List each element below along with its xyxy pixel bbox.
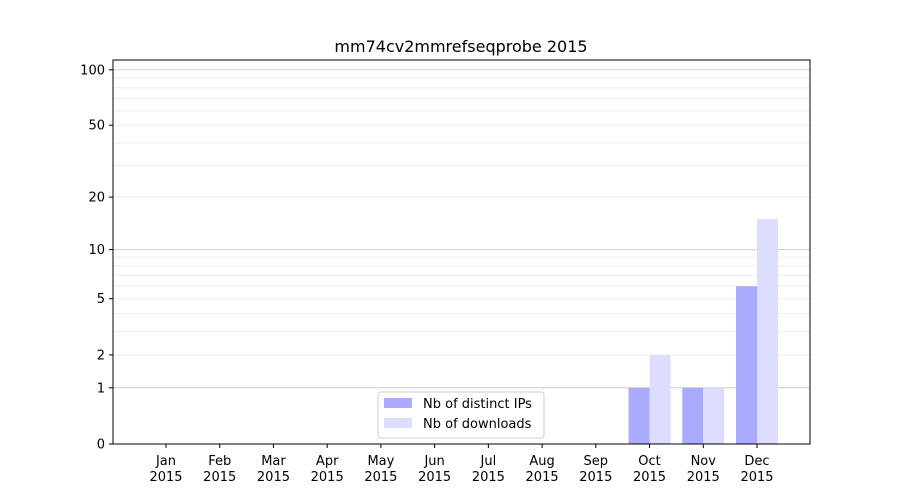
plot-frame xyxy=(112,59,811,445)
x-tick-label: Aug 2015 xyxy=(526,454,559,485)
x-tick-label: Feb 2015 xyxy=(203,454,236,485)
y-tick-label: 20 xyxy=(88,191,105,206)
y-tick-label: 5 xyxy=(97,292,105,307)
x-tick-label: Sep 2015 xyxy=(579,454,612,485)
x-tick-label: Jan 2015 xyxy=(149,454,182,485)
legend-label: Nb of distinct IPs xyxy=(423,397,532,412)
legend-swatch xyxy=(384,398,412,408)
bar-downloads xyxy=(703,387,725,444)
y-tick-label: 0 xyxy=(97,438,105,453)
bar-downloads xyxy=(757,219,778,444)
legend xyxy=(377,391,545,439)
bar-downloads xyxy=(649,354,671,444)
x-tick-label: Mar 2015 xyxy=(257,454,290,485)
y-tick-label: 10 xyxy=(88,243,105,258)
y-tick-label: 2 xyxy=(97,348,105,363)
x-tick-label: Apr 2015 xyxy=(311,454,344,485)
legend-label: Nb of downloads xyxy=(423,417,532,432)
x-tick-label: Oct 2015 xyxy=(633,454,666,485)
y-tick-label: 50 xyxy=(88,119,105,134)
legend-swatch xyxy=(384,418,412,428)
chart-title: mm74cv2mmrefseqprobe 2015 xyxy=(334,37,587,56)
bar-distinct-ips xyxy=(628,387,650,444)
bar-distinct-ips xyxy=(682,387,704,444)
x-tick-label: Nov 2015 xyxy=(687,454,720,485)
x-tick-label: May 2015 xyxy=(364,454,397,485)
x-tick-label: Dec 2015 xyxy=(740,454,773,485)
x-tick-label: Jun 2015 xyxy=(418,454,451,485)
x-tick-label: Jul 2015 xyxy=(472,454,505,485)
bar-distinct-ips xyxy=(736,286,757,444)
y-tick-label: 100 xyxy=(80,63,105,78)
y-tick-label: 1 xyxy=(97,381,105,396)
